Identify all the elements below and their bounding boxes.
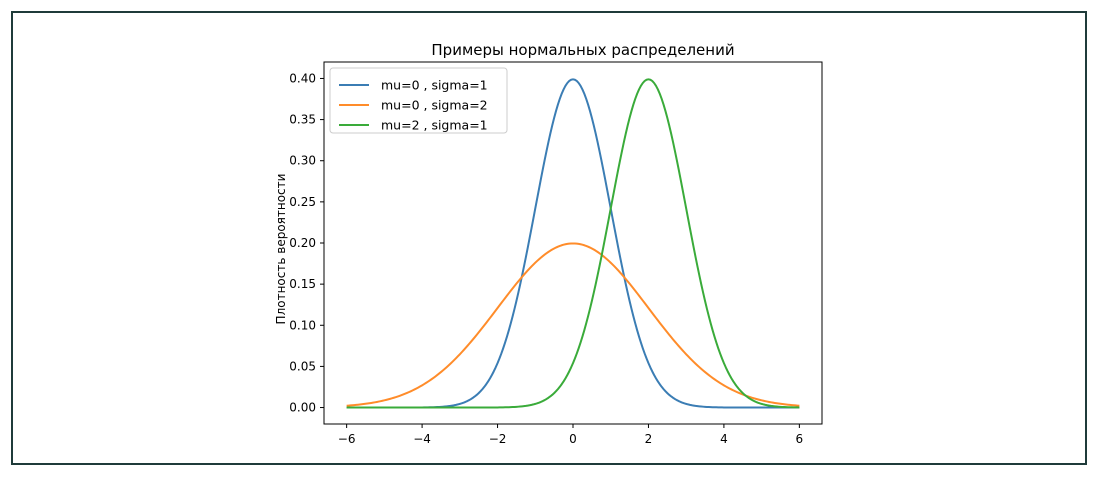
series-line-2 bbox=[346, 242, 800, 407]
x-tick-label: −2 bbox=[489, 432, 507, 446]
curves-layer bbox=[346, 78, 800, 409]
x-tick-label: 4 bbox=[720, 432, 728, 446]
y-tick-label: 0.40 bbox=[289, 71, 316, 85]
y-axis-label: Плотность вероятности bbox=[274, 174, 288, 325]
x-tick-label: −4 bbox=[413, 432, 431, 446]
legend: mu=0 , sigma=1 mu=0 , sigma=2 mu=2 , sigma… bbox=[329, 67, 508, 134]
y-tick-label: 0.25 bbox=[289, 195, 316, 209]
y-tick-label: 0.15 bbox=[289, 277, 316, 291]
legend-label-3: mu=2 , sigma=1 bbox=[381, 118, 488, 133]
y-tick-label: 0.20 bbox=[289, 236, 316, 250]
y-tick-label: 0.00 bbox=[289, 401, 316, 415]
x-tick-label: 6 bbox=[796, 432, 804, 446]
legend-box bbox=[329, 67, 508, 134]
series-line-3 bbox=[346, 78, 800, 409]
x-tick-label: 2 bbox=[645, 432, 653, 446]
plot-area bbox=[323, 61, 823, 425]
legend-label-2: mu=0 , sigma=2 bbox=[381, 98, 488, 113]
chart: Примеры нормальных распределений Плотнос… bbox=[274, 41, 823, 446]
y-tick-label: 0.35 bbox=[289, 113, 316, 127]
ticks-layer: −6 −4 −2 0 2 4 6 0.00 0.05 0.10 0.15 0.20 0.25 0.30 0.… bbox=[289, 71, 803, 446]
legend-label-1: mu=0 , sigma=1 bbox=[381, 78, 488, 93]
y-tick-label: 0.30 bbox=[289, 154, 316, 168]
y-tick-label: 0.10 bbox=[289, 318, 316, 332]
chart-title: Примеры нормальных распределений bbox=[431, 41, 734, 59]
x-tick-label: 0 bbox=[569, 432, 577, 446]
y-tick-label: 0.05 bbox=[289, 359, 316, 373]
x-tick-label: −6 bbox=[338, 432, 356, 446]
figure-frame: Примеры нормальных распределений Плотнос… bbox=[11, 11, 1087, 465]
